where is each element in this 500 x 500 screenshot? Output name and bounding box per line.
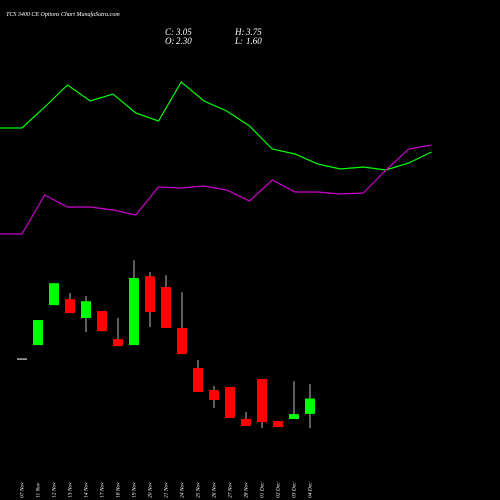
candle-body (129, 278, 139, 346)
candle-body (305, 398, 315, 414)
x-tick-label: 13 Nov (67, 482, 73, 498)
summary-value: 3.05 (175, 27, 192, 37)
x-tick-label: 19 Nov (131, 482, 137, 498)
candle-body (273, 421, 283, 427)
candle-body (177, 328, 187, 355)
x-tick-label: 03 Dec (291, 482, 297, 498)
candle-body (17, 358, 27, 360)
x-tick-label: 17 Nov (99, 482, 105, 498)
candle-body (225, 387, 235, 418)
summary-name: L: (234, 36, 243, 46)
x-tick-label: 18 Nov (115, 482, 121, 498)
summary-value: 1.60 (246, 36, 262, 46)
x-tick-label: 11 Nov (35, 482, 41, 498)
summary-name: H: (234, 27, 245, 37)
x-tick-label: 14 Nov (82, 482, 89, 498)
x-tick-label: 24 Nov (178, 482, 185, 498)
summary-name: C: (165, 27, 174, 37)
candle-body (97, 311, 107, 332)
candle-body (113, 339, 123, 347)
candle-body (145, 276, 155, 313)
x-tick-label: 02 Dec (275, 482, 281, 498)
candle-body (193, 367, 203, 392)
x-tick-label: 27 Nov (227, 482, 233, 498)
candle-body (241, 419, 251, 426)
summary-value: 3.75 (245, 27, 262, 37)
x-tick-label: 26 Nov (211, 482, 217, 498)
x-tick-label: 04 Dec (306, 482, 313, 498)
summary-name: O: (165, 36, 175, 46)
candle-body (289, 414, 299, 420)
candle-body (65, 299, 75, 314)
x-tick-label: 20 Nov (147, 482, 153, 498)
candle-body (209, 390, 219, 400)
indicator-line (21, 144, 432, 235)
x-tick-label: 21 Nov (163, 482, 169, 498)
x-tick-label: 28 Nov (243, 482, 249, 498)
chart-title: TCS 3400 CE Options Chart MunafaSutra.co… (6, 11, 120, 18)
x-tick-label: 25 Nov (195, 482, 201, 498)
x-tick-label: 01 Dec (259, 482, 265, 498)
candle-body (33, 320, 43, 346)
candle-body (161, 287, 171, 329)
indicator-line (21, 81, 432, 171)
summary-value: 2.30 (176, 36, 192, 46)
candle-body (81, 301, 91, 319)
candle-body (257, 379, 267, 423)
candle-body (49, 283, 59, 306)
x-tick-label: 12 Nov (51, 482, 57, 498)
x-tick-label: 07 Nov (19, 482, 25, 498)
